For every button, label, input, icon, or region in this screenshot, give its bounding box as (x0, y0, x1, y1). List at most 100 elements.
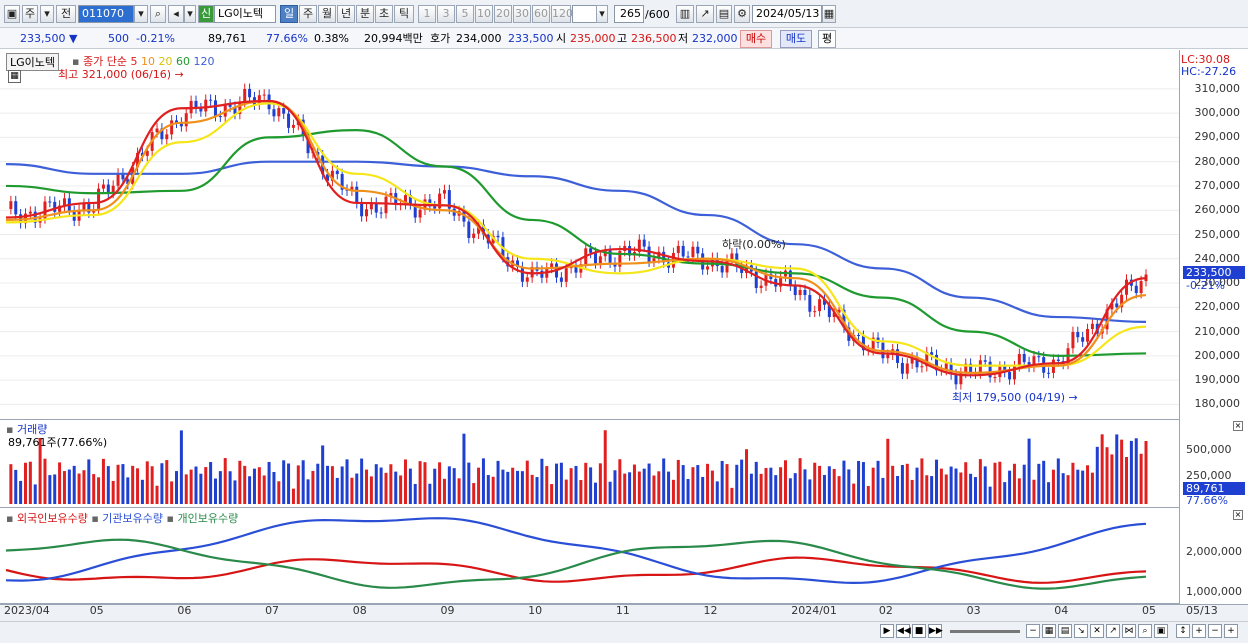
holdings-close-icon[interactable]: × (1233, 510, 1243, 520)
calendar-icon[interactable]: ▦ (822, 5, 836, 23)
period-day[interactable]: 일 (280, 5, 298, 23)
holdings-chart[interactable] (0, 508, 1179, 603)
compress-icon[interactable]: ↕ (1176, 624, 1190, 638)
count-20[interactable]: 20 (494, 5, 512, 23)
plus-icon[interactable]: + (1192, 624, 1206, 638)
count-120[interactable]: 120 (551, 5, 573, 23)
volume-panel[interactable] (0, 420, 1180, 508)
chart-type-icon[interactable]: ⋈ (1122, 624, 1136, 638)
period-second[interactable]: 초 (375, 5, 393, 23)
volume-bar-down (1076, 469, 1080, 504)
prev-button[interactable]: 전 (56, 5, 76, 23)
market-dropdown-icon[interactable]: ▾ (40, 5, 54, 23)
date-input[interactable]: 2024/05/13 (752, 5, 822, 23)
sound-dropdown-icon[interactable]: ▾ (184, 5, 196, 23)
price-panel[interactable] (0, 50, 1180, 420)
holdings-panel[interactable] (0, 508, 1180, 604)
scroll-right-icon[interactable]: ▶ (880, 624, 894, 638)
holdings-legend[interactable]: ▪ 외국인보유수량 ▪ 기관보유수량 ▪ 개인보유수량 (6, 512, 239, 525)
buy-button[interactable]: 매수 (740, 30, 772, 48)
scroll-rewind-icon[interactable]: ◀◀ (896, 624, 911, 638)
candle-up (725, 259, 729, 273)
volume-bar-up (1125, 456, 1129, 504)
price-tick-label: 190,000 (1194, 373, 1241, 387)
candle-up (706, 266, 710, 270)
period-month[interactable]: 월 (318, 5, 336, 23)
sell-button[interactable]: 매도 (780, 30, 812, 48)
period-minute[interactable]: 분 (356, 5, 374, 23)
price-chart[interactable] (0, 50, 1179, 419)
count-3[interactable]: 3 (437, 5, 455, 23)
period-tick[interactable]: 틱 (394, 5, 414, 23)
draw-tool-icon[interactable]: ↗ (696, 5, 714, 23)
search-icon[interactable]: ⌕ (150, 5, 166, 23)
count-30[interactable]: 30 (513, 5, 531, 23)
volume-bar-up (62, 471, 66, 504)
view-count-input[interactable]: 265 (614, 5, 644, 23)
candle-down (647, 246, 651, 262)
price-axis[interactable]: 310,000 300,000 290,000 280,000 270,000 260,0… (1180, 50, 1248, 420)
trend-icon[interactable]: ↗ (1106, 624, 1120, 638)
volume-bar-down (983, 466, 987, 504)
count-dropdown-icon[interactable]: ▾ (596, 5, 608, 23)
volume-bar-up (277, 481, 281, 504)
volume-pct-tag: 77.66% (1186, 494, 1228, 507)
volume-bar-down (321, 445, 325, 504)
candle-up (136, 152, 140, 168)
ma-legend[interactable]: ▪ 종가 단순 5 10 20 60 120 (72, 55, 215, 68)
period-year[interactable]: 년 (337, 5, 355, 23)
candle-up (1120, 294, 1124, 308)
candle-type-icon[interactable]: ▥ (676, 5, 694, 23)
count-1[interactable]: 1 (418, 5, 436, 23)
save-icon[interactable]: ▤ (716, 5, 732, 23)
volume-bar-up (920, 458, 924, 504)
x-axis-label: 10 (528, 604, 543, 617)
volume-bar-down (48, 475, 52, 504)
candle-down (340, 174, 344, 190)
candle-down (248, 88, 252, 98)
table-icon[interactable]: ▤ (1058, 624, 1072, 638)
candle-down (126, 179, 130, 185)
volume-bar-down (462, 433, 466, 504)
minus-icon[interactable]: − (1208, 624, 1222, 638)
volume-title[interactable]: ▪ 거래량 (6, 423, 48, 436)
magnify-icon[interactable]: ⌕ (1138, 624, 1152, 638)
eval-button[interactable]: 평 (818, 30, 836, 48)
zoom-out-icon[interactable]: − (1026, 624, 1040, 638)
volume-chart[interactable] (0, 420, 1179, 507)
candle-up (691, 246, 695, 258)
crosshair-icon[interactable]: ✕ (1090, 624, 1104, 638)
volume-bar-up (82, 470, 86, 504)
count-5[interactable]: 5 (456, 5, 474, 23)
volume-bar-up (813, 462, 817, 504)
draw-line-icon[interactable]: ↘ (1074, 624, 1088, 638)
candle-down (681, 245, 685, 257)
count-60[interactable]: 60 (532, 5, 550, 23)
fast-forward-icon[interactable]: ▶▶ (928, 624, 943, 638)
candle-down (1134, 285, 1138, 294)
settings-gear-icon[interactable]: ⚙ (734, 5, 750, 23)
volume-bar-down (316, 463, 320, 504)
expand-icon[interactable]: + (1224, 624, 1238, 638)
stop-icon[interactable]: ■ (912, 624, 926, 638)
volume-bar-down (574, 465, 578, 504)
candle-up (905, 363, 909, 374)
volume-bar-down (740, 459, 744, 504)
market-select[interactable]: 주 (22, 5, 38, 23)
period-week[interactable]: 주 (299, 5, 317, 23)
code-dropdown-icon[interactable]: ▾ (134, 5, 148, 23)
chart-layout-icon[interactable]: ▣ (4, 5, 20, 23)
sound-icon[interactable]: ◂ (168, 5, 184, 23)
print-icon[interactable]: ▣ (1154, 624, 1168, 638)
chart-grid-icon[interactable]: ▦ (8, 70, 21, 83)
volume-bar-down (715, 481, 719, 504)
zoom-slider[interactable] (950, 630, 1020, 633)
volume-bar-up (243, 465, 247, 504)
stock-name-field[interactable]: LG이노텍 (214, 5, 276, 23)
code-input[interactable]: 011070 (78, 5, 134, 23)
holdings-axis[interactable] (1180, 508, 1248, 604)
count-10[interactable]: 10 (475, 5, 493, 23)
last-pct-tag: -0.21% (1186, 279, 1225, 292)
layout-grid-icon[interactable]: ▦ (1042, 624, 1056, 638)
volume-close-icon[interactable]: × (1233, 421, 1243, 431)
